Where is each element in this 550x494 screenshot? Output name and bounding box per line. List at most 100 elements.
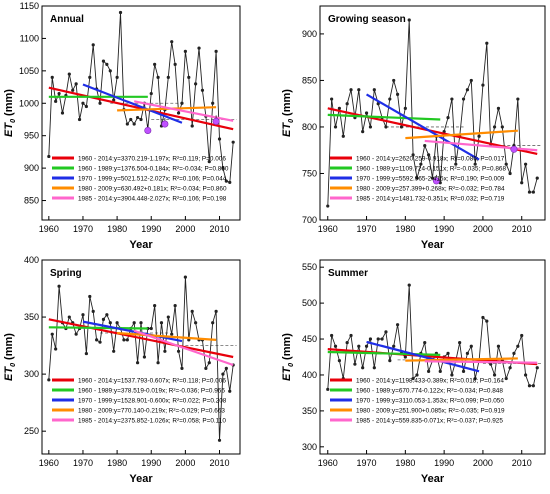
data-point — [473, 376, 477, 381]
data-point — [54, 347, 58, 351]
x-tick-label: 2010 — [210, 224, 230, 234]
data-point — [135, 361, 140, 365]
data-point — [207, 160, 211, 164]
data-point — [122, 338, 126, 342]
x-tick-label: 1970 — [73, 458, 93, 468]
data-point — [211, 321, 215, 325]
chart-panel-0: 1960 1970 1980 1990 2000 2010 850 900 950 1000 105… — [3, 1, 241, 251]
data-point — [465, 351, 470, 356]
data-point — [395, 323, 400, 327]
legend-entry: 1970 - 1999:y=3110.053-1.353x; R²=0.099;… — [356, 398, 504, 405]
y-tick-label: 250 — [24, 426, 39, 436]
x-tick-label: 2010 — [512, 224, 532, 234]
legend-entry: 1960 - 1989:y=1109.724-0.151x; R²=-0.035… — [356, 166, 506, 173]
data-point — [91, 43, 95, 47]
data-point — [60, 111, 65, 115]
y-tick-label: 700 — [302, 215, 317, 225]
x-tick-label: 1960 — [318, 224, 338, 234]
data-point — [384, 330, 388, 334]
data-point — [115, 75, 119, 79]
y-tick-label: 1100 — [20, 33, 39, 43]
data-point — [481, 315, 485, 320]
data-point — [101, 59, 106, 63]
data-point — [438, 369, 442, 373]
data-point — [345, 341, 349, 345]
y-tick-label: 1000 — [19, 98, 39, 108]
x-tick-label: 2000 — [175, 224, 195, 234]
data-point — [516, 344, 520, 348]
data-point — [388, 358, 392, 363]
data-point — [112, 98, 116, 102]
legend-entry: 1960 - 2014:y=2620.259-0.918x; R²=0.086;… — [356, 156, 505, 163]
trend-line — [133, 329, 234, 367]
x-tick-label: 1960 — [39, 458, 59, 468]
data-point — [403, 106, 407, 110]
data-point — [228, 180, 232, 184]
data-point — [204, 366, 208, 371]
x-axis-label: Year — [129, 473, 153, 485]
y-tick-label: 1150 — [20, 1, 39, 11]
legend-entry: 1970 - 1999:y=5592.965-2.415x; R²=0.190;… — [356, 176, 505, 183]
data-point — [74, 332, 78, 336]
data-point — [450, 97, 454, 101]
legend-entry: 1970 - 1999:y=1528.901-0.600x; R²=0.022;… — [78, 398, 227, 405]
data-point — [326, 387, 330, 391]
data-point — [535, 366, 539, 370]
data-point — [180, 366, 184, 371]
data-point — [57, 91, 61, 96]
data-point — [187, 75, 191, 79]
trend-line — [327, 350, 441, 356]
data-point — [368, 125, 373, 129]
plot-frame — [319, 5, 546, 221]
y-tick-label: 750 — [302, 168, 317, 178]
y-tick-label: 500 — [302, 298, 317, 308]
data-point — [535, 176, 539, 180]
data-point — [337, 358, 341, 363]
data-point — [403, 355, 407, 359]
data-point — [108, 69, 112, 73]
data-point — [81, 101, 85, 105]
data-point — [477, 134, 481, 138]
data-point — [337, 106, 341, 110]
data-point — [446, 116, 450, 120]
data-point — [423, 341, 427, 345]
legend-entry: 1980 - 2009:y=257.399+0.268x; R²=-0.032;… — [356, 186, 505, 193]
legend-entry: 1985 - 2014:y=2375.852-1.026x; R²=0.058;… — [78, 418, 226, 425]
data-point — [88, 75, 92, 79]
data-point — [349, 333, 353, 338]
x-tick-label: 1990 — [141, 458, 161, 468]
legend-entry: 1960 - 1989:y=670.774-0.122x; R²=-0.034;… — [356, 388, 503, 395]
data-point — [357, 344, 361, 348]
y-tick-label: 900 — [302, 29, 317, 39]
data-point — [197, 46, 201, 50]
x-axis-label: Year — [421, 239, 445, 251]
data-point — [214, 49, 218, 53]
series-line — [327, 285, 538, 390]
data-point — [446, 351, 450, 356]
data-point — [450, 373, 454, 377]
x-tick-label: 1990 — [141, 224, 161, 234]
y-axis-label: ET0 (mm) — [3, 333, 17, 381]
data-point — [176, 111, 181, 115]
trend-line — [424, 360, 538, 364]
x-tick-label: 1960 — [318, 458, 338, 468]
x-tick-label: 1980 — [395, 458, 415, 468]
data-point — [392, 78, 396, 83]
y-tick-label: 950 — [24, 131, 39, 141]
legend-entry: 1960 - 2014:y=1537.793-0.607x; R²=0.118;… — [78, 378, 226, 385]
data-point — [531, 384, 535, 388]
data-point — [142, 355, 147, 359]
data-point — [531, 190, 535, 194]
data-point — [372, 366, 376, 370]
data-point — [224, 366, 228, 371]
trend-line — [327, 113, 441, 121]
data-point — [67, 72, 71, 76]
x-tick-label: 1960 — [39, 224, 59, 234]
trend-line — [133, 100, 234, 122]
data-point — [214, 309, 218, 313]
data-point — [430, 176, 435, 180]
data-point — [112, 349, 116, 353]
data-point — [500, 125, 504, 129]
legend-entry: 1985 - 2014:y=559.835-0.071x; R²=-0.037;… — [356, 418, 503, 425]
data-point — [231, 140, 235, 144]
